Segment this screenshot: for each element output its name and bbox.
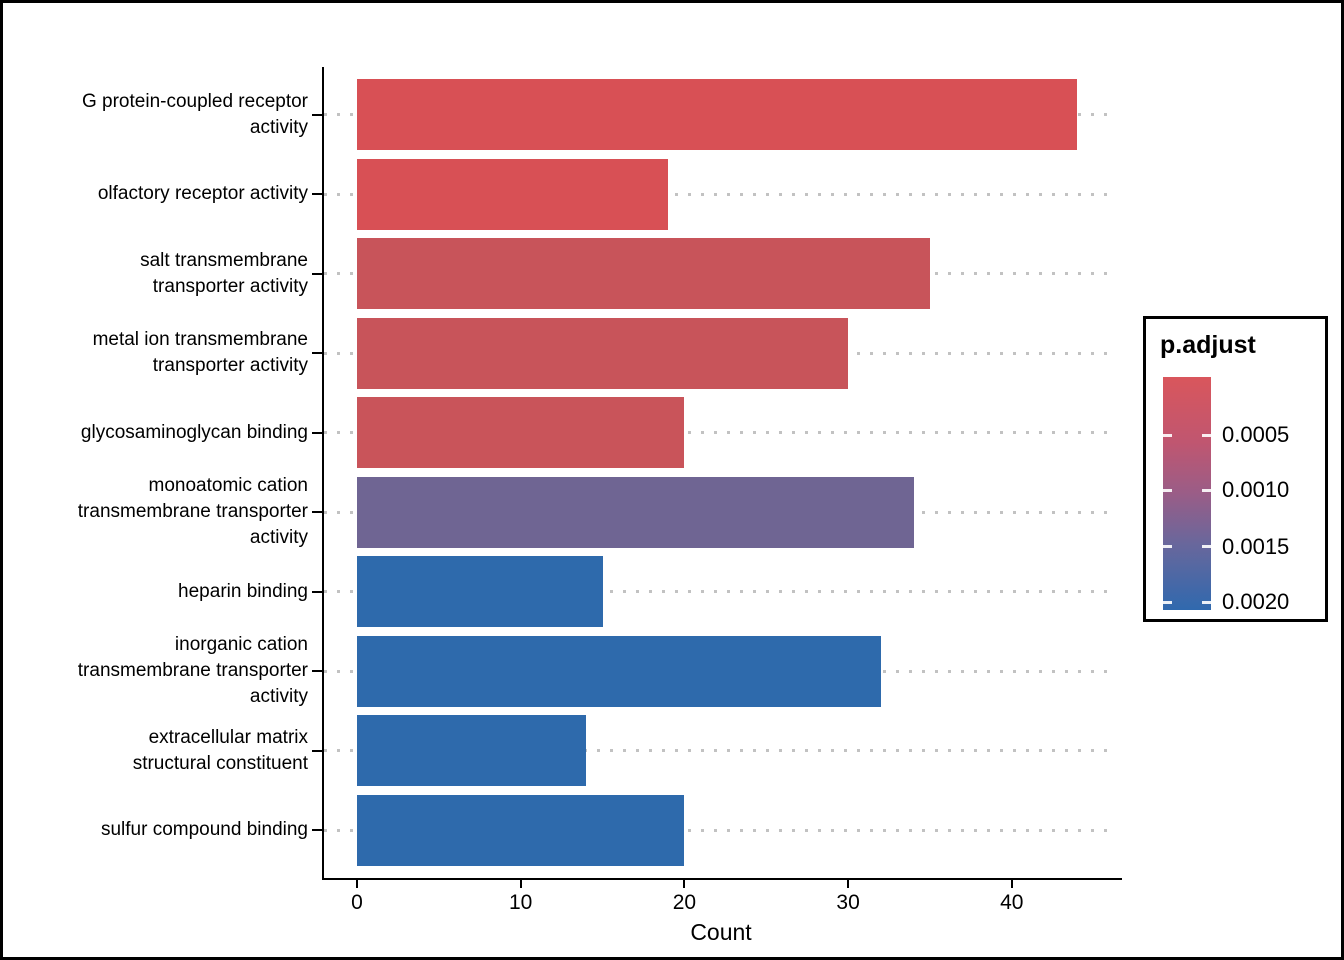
legend-gradient-bar (1163, 377, 1211, 610)
category-label: salt transmembrane transporter activity (140, 249, 308, 297)
legend-tick-label: 0.0005 (1222, 422, 1290, 448)
category-label: G protein-coupled receptor activity (81, 90, 308, 138)
y-axis-tick (312, 113, 322, 116)
category-label: inorganic cation transmembrane transport… (77, 634, 308, 708)
gridline (324, 431, 1114, 435)
x-axis-tick-label: 40 (1000, 891, 1024, 914)
y-axis-tick (312, 272, 322, 275)
category-label: monoatomic cation transmembrane transpor… (77, 475, 308, 549)
category-label: metal ion transmembrane transporter acti… (92, 329, 308, 377)
x-axis-tick (1010, 879, 1013, 888)
legend-tick (1202, 545, 1211, 549)
bar (357, 794, 685, 866)
y-axis-tick (312, 352, 322, 355)
legend-tick (1202, 488, 1211, 492)
y-axis-tick (312, 431, 322, 434)
gridline (324, 828, 1114, 832)
category-label: glycosaminoglycan binding (80, 421, 308, 443)
gridline (324, 192, 1114, 196)
x-axis-tick (519, 879, 522, 888)
bar (357, 556, 603, 628)
legend-tick-label: 0.0010 (1222, 477, 1290, 503)
legend-tick-label: 0.0015 (1222, 533, 1290, 559)
legend-tick (1163, 488, 1172, 492)
legend-tick (1202, 600, 1211, 604)
x-axis-title: Count (690, 919, 752, 945)
x-axis-tick (683, 879, 686, 888)
bar (357, 397, 685, 469)
legend-tick (1163, 545, 1172, 549)
category-label: olfactory receptor activity (97, 183, 308, 205)
legend-tick-label: 0.0020 (1222, 589, 1290, 615)
x-axis-tick-label: 10 (509, 891, 533, 914)
x-axis-tick (356, 879, 358, 888)
x-axis-tick-label: 30 (836, 891, 860, 914)
y-axis-tick (312, 590, 322, 593)
y-axis-tick (312, 193, 322, 196)
bar (357, 317, 849, 389)
y-axis-tick (312, 511, 322, 514)
category-label: sulfur compound binding (100, 819, 308, 841)
x-axis-tick-label: 0 (351, 891, 363, 914)
legend-tick (1163, 600, 1172, 604)
x-axis-tick (847, 879, 850, 888)
legend-title: p.adjust (1160, 331, 1256, 359)
bar (357, 79, 1078, 151)
bar (357, 158, 669, 230)
bar (357, 635, 881, 707)
bar (357, 715, 587, 787)
gridline (324, 590, 1114, 594)
x-axis-tick-label: 20 (672, 891, 697, 914)
legend-tick (1202, 433, 1211, 437)
category-label: heparin binding (178, 580, 308, 602)
y-axis-tick (312, 670, 322, 673)
y-axis-tick (312, 829, 322, 832)
bar (357, 476, 914, 548)
legend: p.adjust 0.0005 0.0010 0.0015 0.0020 (1143, 316, 1328, 622)
category-label: extracellular matrix structural constitu… (132, 726, 308, 774)
plot-panel (322, 67, 1122, 880)
gridline (324, 749, 1114, 753)
y-axis-tick (312, 749, 322, 752)
bar (357, 238, 930, 310)
legend-tick (1163, 433, 1172, 437)
